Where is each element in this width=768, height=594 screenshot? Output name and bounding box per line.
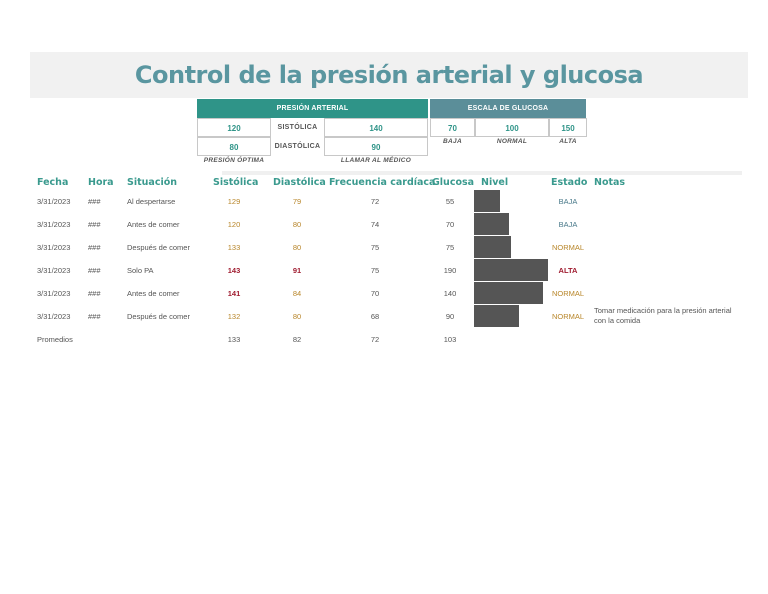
cell-glucosa[interactable]: 190 [443, 266, 457, 275]
systolic-label: SISTÓLICA [277, 124, 318, 131]
cell-fecha[interactable]: 3/31/2023 [37, 243, 71, 252]
avg-diastolica[interactable]: 82 [292, 335, 302, 344]
cell-glucosa[interactable]: 75 [445, 243, 455, 252]
cell-situacion[interactable]: Antes de comer [127, 220, 180, 229]
optimal-diastolic-cell[interactable]: 80 [197, 137, 271, 156]
cell-fecha[interactable]: 3/31/2023 [37, 312, 71, 321]
cell-frecuencia[interactable]: 75 [370, 243, 380, 252]
glucose-normal-cell[interactable]: 100 [475, 118, 549, 137]
cell-situacion[interactable]: Antes de comer [127, 289, 180, 298]
cell-hora[interactable]: ### [88, 312, 101, 321]
call-doctor-systolic-cell[interactable]: 140 [324, 118, 428, 137]
averages-label: Promedios [37, 335, 73, 344]
cell-situacion[interactable]: Después de comer [127, 312, 190, 321]
cell-hora[interactable]: ### [88, 243, 101, 252]
cell-diastolica[interactable]: 84 [292, 289, 302, 298]
call-doctor-diastolic-cell[interactable]: 90 [324, 137, 428, 156]
cell-notas[interactable]: Tomar medicación para la presión arteria… [594, 306, 732, 325]
col-header-hora[interactable]: Hora [88, 177, 114, 188]
cell-estado[interactable]: BAJA [558, 220, 578, 229]
optimal-pressure-caption: PRESIÓN ÓPTIMA [203, 157, 265, 164]
avg-sistolica[interactable]: 133 [227, 335, 241, 344]
col-header-diastolica[interactable]: Diastólica [273, 177, 326, 188]
cell-diastolica[interactable]: 80 [292, 312, 302, 321]
glucose-level-bar [474, 282, 543, 304]
glucose-high-label: ALTA [559, 138, 577, 145]
col-header-notas[interactable]: Notas [594, 177, 626, 188]
cell-hora[interactable]: ### [88, 289, 101, 298]
cell-situacion[interactable]: Al despertarse [127, 197, 176, 206]
cell-fecha[interactable]: 3/31/2023 [37, 197, 71, 206]
cell-frecuencia[interactable]: 70 [370, 289, 380, 298]
cell-situacion[interactable]: Después de comer [127, 243, 190, 252]
glucose-level-bar [474, 259, 548, 281]
glucose-level-bar [474, 213, 509, 235]
glucose-low-label: BAJA [443, 138, 462, 145]
avg-glucosa[interactable]: 103 [443, 335, 457, 344]
cell-frecuencia[interactable]: 72 [370, 197, 380, 206]
title-band: Control de la presión arterial y glucosa [30, 52, 748, 98]
cell-estado[interactable]: NORMAL [551, 312, 585, 321]
col-header-glucosa[interactable]: Glucosa [432, 177, 475, 188]
cell-situacion[interactable]: Solo PA [127, 266, 154, 275]
cell-frecuencia[interactable]: 75 [370, 266, 380, 275]
cell-fecha[interactable]: 3/31/2023 [37, 289, 71, 298]
cell-glucosa[interactable]: 55 [445, 197, 455, 206]
cell-hora[interactable]: ### [88, 197, 101, 206]
cell-sistolica[interactable]: 133 [227, 243, 241, 252]
cell-estado[interactable]: BAJA [558, 197, 578, 206]
avg-frecuencia[interactable]: 72 [370, 335, 380, 344]
cell-sistolica[interactable]: 120 [227, 220, 241, 229]
optimal-systolic-cell[interactable]: 120 [197, 118, 271, 137]
col-header-nivel[interactable]: Nivel [481, 177, 509, 188]
cell-fecha[interactable]: 3/31/2023 [37, 266, 71, 275]
cell-diastolica[interactable]: 91 [292, 266, 302, 275]
cell-diastolica[interactable]: 80 [292, 220, 302, 229]
cell-glucosa[interactable]: 140 [443, 289, 457, 298]
cell-fecha[interactable]: 3/31/2023 [37, 220, 71, 229]
col-header-sistolica[interactable]: Sistólica [213, 177, 259, 188]
cell-hora[interactable]: ### [88, 266, 101, 275]
cell-frecuencia[interactable]: 68 [370, 312, 380, 321]
glucose-level-bar [474, 236, 511, 258]
diastolic-label: DIASTÓLICA [274, 143, 321, 150]
glucose-level-bar [474, 190, 500, 212]
section-divider [222, 171, 742, 175]
col-header-situacion[interactable]: Situación [127, 177, 177, 188]
cell-glucosa[interactable]: 70 [445, 220, 455, 229]
glucose-normal-label: NORMAL [496, 138, 528, 145]
cell-sistolica[interactable]: 129 [227, 197, 241, 206]
blood-pressure-header: PRESIÓN ARTERIAL [197, 99, 428, 118]
cell-diastolica[interactable]: 80 [292, 243, 302, 252]
col-header-frecuencia[interactable]: Frecuencia cardíaca [329, 177, 436, 188]
cell-diastolica[interactable]: 79 [292, 197, 302, 206]
page-title: Control de la presión arterial y glucosa [134, 61, 644, 89]
cell-frecuencia[interactable]: 74 [370, 220, 380, 229]
cell-sistolica[interactable]: 141 [227, 289, 241, 298]
cell-sistolica[interactable]: 143 [227, 266, 241, 275]
glucose-high-cell[interactable]: 150 [549, 118, 587, 137]
col-header-estado[interactable]: Estado [551, 177, 588, 188]
cell-sistolica[interactable]: 132 [227, 312, 241, 321]
col-header-fecha[interactable]: Fecha [37, 177, 69, 188]
cell-estado[interactable]: ALTA [558, 266, 578, 275]
cell-glucosa[interactable]: 90 [445, 312, 455, 321]
glucose-low-cell[interactable]: 70 [430, 118, 475, 137]
cell-hora[interactable]: ### [88, 220, 101, 229]
glucose-level-bar [474, 305, 519, 327]
call-doctor-caption: LLAMAR AL MÉDICO [340, 157, 412, 164]
cell-estado[interactable]: NORMAL [551, 243, 585, 252]
glucose-scale-header: ESCALA DE GLUCOSA [430, 99, 586, 118]
cell-estado[interactable]: NORMAL [551, 289, 585, 298]
